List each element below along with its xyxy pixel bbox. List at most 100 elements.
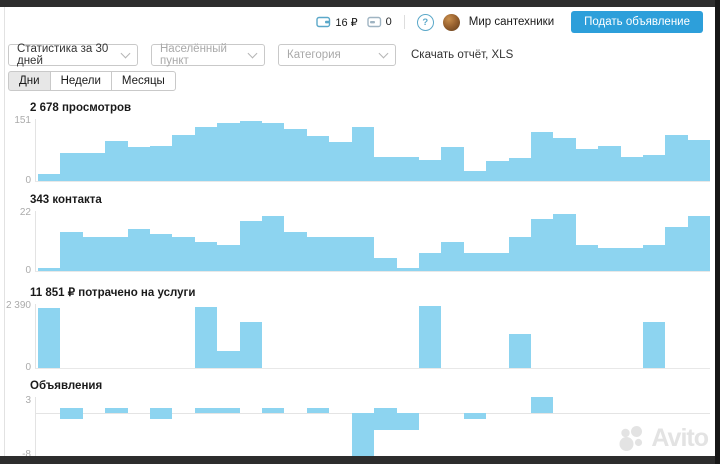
bar bbox=[82, 152, 106, 181]
bar-column bbox=[419, 397, 441, 457]
y-axis-min-label: -8 bbox=[22, 449, 31, 460]
topbar-divider bbox=[403, 15, 405, 29]
wallet-icon bbox=[316, 16, 331, 28]
bar bbox=[642, 322, 666, 368]
bar bbox=[239, 322, 263, 368]
avatar[interactable] bbox=[442, 13, 460, 31]
bonus-balance[interactable]: 0 bbox=[366, 16, 392, 28]
period-select-value: Статистика за 30 дней bbox=[17, 43, 109, 67]
y-axis-max-label: 3 bbox=[25, 395, 31, 406]
y-axis-max-label: 151 bbox=[14, 115, 31, 126]
bar bbox=[486, 252, 509, 271]
bar-up bbox=[262, 407, 285, 414]
bar-up bbox=[150, 407, 173, 414]
y-axis-max-label: 2 390 bbox=[5, 300, 31, 311]
bar-up bbox=[194, 407, 218, 414]
bar bbox=[642, 244, 666, 271]
watermark-text: Avito bbox=[651, 424, 709, 452]
bar bbox=[508, 237, 531, 271]
bar-column bbox=[83, 397, 105, 457]
chevron-down-icon bbox=[120, 48, 131, 59]
y-axis-min-label: 0 bbox=[25, 175, 31, 186]
bar-column bbox=[60, 397, 83, 457]
y-axis: 22 0 bbox=[0, 207, 35, 276]
chart-title: 11 851 ₽ потрачено на услуги bbox=[30, 287, 196, 299]
bar bbox=[620, 247, 643, 271]
category-select-placeholder: Категория bbox=[287, 49, 341, 61]
bar-column bbox=[150, 397, 173, 457]
bar bbox=[329, 142, 352, 181]
bar-column bbox=[374, 397, 397, 457]
bar-down bbox=[463, 413, 487, 419]
bar bbox=[463, 252, 487, 271]
bar-down bbox=[374, 413, 397, 430]
bar bbox=[262, 122, 285, 181]
bar bbox=[194, 126, 218, 181]
bar-column bbox=[553, 397, 575, 457]
contacts-chart: 343 контакта 22 0 bbox=[0, 194, 711, 276]
bar-up bbox=[60, 407, 83, 414]
location-select-placeholder: Населённый пункт bbox=[160, 43, 227, 67]
tab-weeks[interactable]: Недели bbox=[49, 71, 112, 91]
y-axis-max-label: 22 bbox=[19, 207, 31, 218]
submit-listing-button[interactable]: Подать объявление bbox=[571, 11, 703, 33]
y-axis-min-label: 0 bbox=[25, 362, 31, 373]
top-border bbox=[0, 0, 720, 7]
bar bbox=[351, 237, 375, 271]
y-axis: 3 -8 bbox=[0, 395, 35, 460]
bar-down bbox=[150, 413, 173, 419]
bottom-border bbox=[0, 456, 720, 464]
bar bbox=[374, 156, 397, 181]
y-axis-min-label: 0 bbox=[25, 265, 31, 276]
bar-column bbox=[576, 397, 598, 457]
bar bbox=[38, 173, 61, 181]
bar bbox=[642, 155, 666, 181]
avito-logo-icon bbox=[619, 425, 643, 451]
bar bbox=[553, 137, 576, 181]
download-report-link[interactable]: Скачать отчёт, XLS bbox=[411, 49, 514, 61]
bar-column bbox=[351, 397, 375, 457]
bar bbox=[82, 237, 106, 271]
help-icon[interactable]: ? bbox=[416, 13, 434, 31]
chevron-down-icon bbox=[247, 48, 258, 59]
chart-title: 343 контакта bbox=[30, 194, 102, 206]
bonus-card-icon bbox=[366, 16, 381, 28]
bar bbox=[38, 268, 61, 271]
bar bbox=[396, 268, 419, 271]
bar-column bbox=[441, 397, 463, 457]
category-select[interactable]: Категория bbox=[278, 44, 396, 66]
location-select[interactable]: Населённый пункт bbox=[151, 43, 265, 67]
bar-column bbox=[172, 397, 194, 457]
bar bbox=[575, 244, 599, 271]
bar bbox=[508, 334, 531, 368]
bar bbox=[60, 152, 83, 181]
bar bbox=[105, 141, 128, 181]
bar-up bbox=[306, 407, 330, 414]
bar bbox=[598, 247, 621, 271]
chart-title: Объявления bbox=[30, 380, 103, 392]
bar bbox=[575, 149, 599, 181]
wallet-balance[interactable]: 16 ₽ bbox=[316, 16, 358, 29]
contacts-plot bbox=[35, 211, 711, 272]
user-name[interactable]: Мир сантехники bbox=[468, 16, 555, 28]
bar-column bbox=[463, 397, 487, 457]
tab-months[interactable]: Месяцы bbox=[110, 71, 176, 91]
charts-area: 2 678 просмотров 151 0 343 контакта 22 0 bbox=[0, 96, 711, 460]
bar bbox=[665, 226, 688, 271]
period-select[interactable]: Статистика за 30 дней bbox=[8, 43, 138, 67]
spend-chart: 11 851 ₽ потрачено на услуги 2 390 0 bbox=[0, 285, 710, 373]
chart-title: 2 678 просмотров bbox=[30, 102, 132, 114]
bar bbox=[217, 351, 240, 368]
bar bbox=[665, 134, 688, 181]
bar bbox=[351, 126, 375, 181]
bar bbox=[172, 237, 195, 271]
bar bbox=[239, 221, 263, 271]
tab-days[interactable]: Дни bbox=[8, 71, 51, 91]
bar-column bbox=[284, 397, 306, 457]
bar bbox=[239, 120, 263, 181]
bar bbox=[620, 157, 643, 181]
bars bbox=[38, 211, 711, 271]
bar bbox=[530, 131, 554, 181]
y-axis: 2 390 0 bbox=[0, 300, 35, 373]
left-border bbox=[4, 7, 5, 456]
